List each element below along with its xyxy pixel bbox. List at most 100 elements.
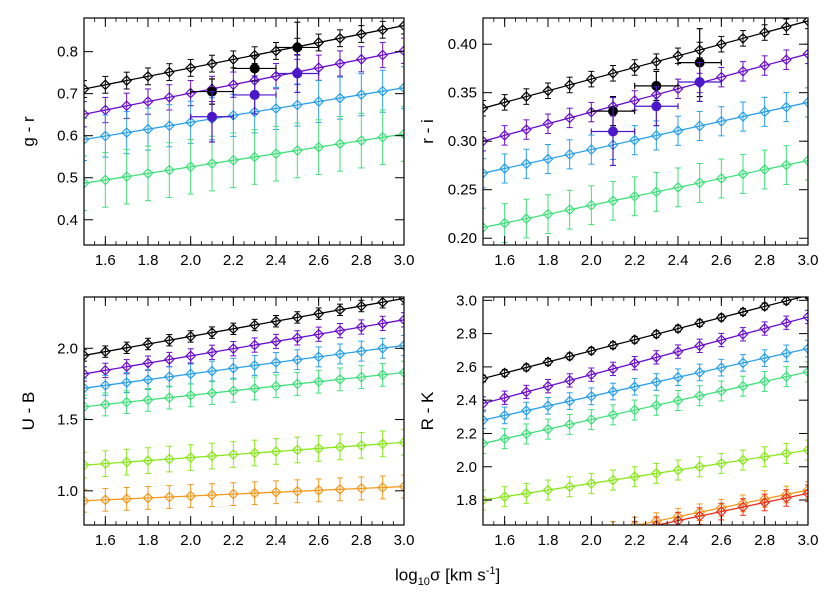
diamond-marker (542, 85, 554, 97)
diamond-marker (84, 368, 90, 380)
plot-area (84, 18, 404, 212)
diamond-marker (355, 321, 367, 333)
diamond-marker (334, 483, 346, 495)
diamond-marker (206, 327, 218, 339)
diamond-marker (84, 495, 90, 507)
diamond-marker (802, 18, 808, 27)
diamond-marker (520, 428, 532, 440)
diamond-marker (499, 409, 511, 421)
diamond-marker (163, 354, 175, 365)
diamond-marker (227, 362, 239, 374)
diamond-marker (206, 365, 218, 377)
diamond-marker (607, 67, 619, 79)
diamond-marker (737, 111, 749, 123)
diamond-marker (780, 54, 792, 66)
diamond-marker (542, 208, 554, 220)
observed-point-5 (232, 75, 277, 115)
diamond-marker (355, 53, 367, 65)
diamond-marker (121, 75, 133, 87)
diamond-marker (84, 108, 90, 120)
diamond-marker (780, 297, 792, 307)
diamond-marker (672, 181, 684, 193)
plot-area (483, 18, 808, 245)
series-line-path (84, 344, 404, 389)
diamond-marker (142, 96, 154, 108)
diamond-marker (249, 339, 261, 351)
diamond-marker (227, 53, 239, 65)
diamond-marker (585, 345, 597, 357)
series-line-path (483, 449, 808, 501)
diamond-marker (802, 484, 808, 496)
diamond-marker (802, 96, 808, 108)
diamond-marker (499, 163, 511, 174)
x-tick-label: 3.0 (394, 532, 415, 549)
diamond-marker (565, 534, 574, 543)
x-axis: 1.6 1.8 2.0 2.2 2.4 2.6 2.8 3.0 (83, 297, 415, 549)
diamond-marker (121, 127, 133, 139)
diamond-marker (270, 336, 282, 347)
diamond-marker (802, 366, 808, 378)
diamond-marker (227, 488, 239, 500)
diamond-marker (520, 487, 532, 499)
diamond-marker (270, 45, 282, 57)
y-axis-title: U - B (19, 392, 38, 431)
x-tick-label: 2.6 (308, 252, 329, 269)
diamond-marker (84, 83, 90, 95)
diamond-marker (355, 482, 367, 494)
diamond-marker (802, 487, 808, 499)
diamond-marker (185, 116, 197, 128)
diamond-marker (121, 493, 133, 505)
diamond-marker (313, 442, 325, 454)
observed-point-6 (275, 53, 320, 94)
diamond-marker (377, 85, 389, 97)
diamond-marker (650, 328, 662, 340)
diamond-marker (802, 155, 808, 167)
diamond-marker (499, 392, 511, 404)
diamond-marker (291, 144, 303, 156)
diamond-marker (715, 362, 727, 374)
x-tick-label: 2.4 (266, 252, 287, 269)
series-line-4 (84, 360, 404, 419)
x-tick-label: 2.8 (351, 252, 372, 269)
x-axis-title-subscript: 10 (417, 576, 430, 589)
x-tick-label: 2.0 (581, 532, 602, 549)
diamond-marker (802, 343, 808, 355)
diamond-marker (759, 497, 771, 508)
diamond-marker (802, 311, 808, 323)
series-line-2 (483, 309, 808, 411)
diamond-marker (185, 330, 197, 342)
diamond-marker (185, 389, 197, 401)
diamond-marker (564, 418, 576, 430)
diamond-marker (499, 96, 511, 108)
diamond-marker (121, 361, 133, 373)
x-tick-label: 2.4 (266, 532, 287, 549)
series-line-path (84, 87, 404, 141)
diamond-marker (650, 515, 662, 525)
diamond-marker (672, 346, 684, 358)
diamond-marker (334, 32, 346, 44)
diamond-marker (715, 38, 727, 50)
diamond-marker (780, 492, 792, 504)
diamond-marker (585, 73, 597, 85)
diamond-marker (185, 161, 197, 173)
x-tick-label: 2.2 (223, 252, 244, 269)
diamond-marker (163, 66, 175, 78)
diamond-marker (142, 357, 154, 369)
diamond-marker (585, 390, 597, 402)
diamond-marker (249, 447, 261, 459)
series-line-path (483, 101, 808, 174)
diamond-marker (715, 312, 727, 323)
diamond-marker (672, 323, 684, 335)
x-tick-label: 2.0 (180, 252, 201, 269)
y-tick-label: 2.6 (456, 359, 477, 376)
observed-marker (292, 42, 303, 53)
diamond-marker (227, 109, 239, 121)
diamond-marker (520, 405, 532, 417)
diamond-marker (84, 177, 90, 189)
diamond-marker (142, 70, 154, 82)
x-tick-label: 1.6 (95, 252, 116, 269)
diamond-marker (313, 328, 325, 340)
series-line-4 (483, 361, 808, 454)
diamond-marker (121, 456, 133, 468)
